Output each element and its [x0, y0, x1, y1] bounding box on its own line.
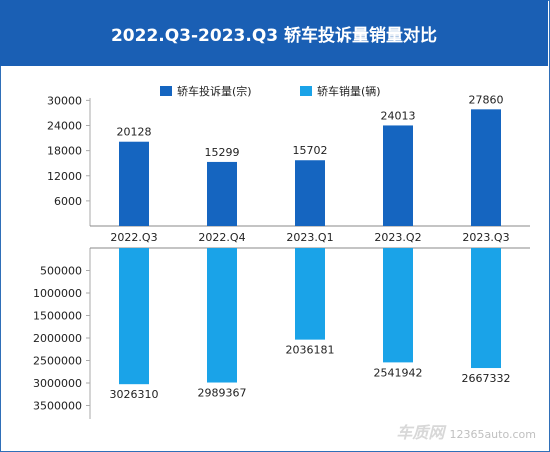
bottom-tick-label: 3500000	[33, 400, 82, 413]
bottom-tick-label: 1000000	[33, 287, 82, 300]
sales-bar	[207, 248, 237, 383]
top-tick-label: 12000	[47, 170, 82, 183]
sales-value-label: 3026310	[110, 388, 159, 401]
legend-label-sales: 轿车销量(辆)	[317, 84, 381, 98]
category-label: 2023.Q3	[462, 231, 509, 244]
bottom-tick-label: 2000000	[33, 332, 82, 345]
top-tick-label: 30000	[47, 94, 82, 107]
category-label: 2022.Q3	[110, 231, 157, 244]
legend-label-complaints: 轿车投诉量(宗)	[177, 84, 252, 98]
category-label: 2023.Q1	[286, 231, 333, 244]
sales-bar	[471, 248, 501, 369]
top-tick-label: 18000	[47, 145, 82, 158]
top-tick-label: 24000	[47, 120, 82, 133]
complaint-value-label: 27860	[469, 93, 504, 106]
bottom-tick-label: 2500000	[33, 355, 82, 368]
complaint-bar	[295, 160, 325, 226]
complaint-bar	[383, 125, 413, 226]
sales-bar	[295, 248, 325, 340]
sales-bar	[383, 248, 413, 363]
complaint-bars: 20128 15299 15702 24013 27860	[117, 93, 504, 226]
chart-area: 轿车投诉量(宗) 轿车销量(辆) 6000 12000 18000 24000 3000…	[33, 84, 530, 419]
bottom-y-ticks: 500000 1000000 1500000 2000000 2500000 300000…	[33, 265, 90, 413]
complaint-bar	[471, 109, 501, 226]
complaint-bar	[207, 161, 237, 226]
complaint-bar	[119, 141, 149, 226]
bottom-tick-label: 500000	[40, 265, 82, 278]
watermark-brand: 车质网	[396, 423, 445, 442]
chart-header: 2022.Q3-2023.Q3 轿车投诉量销量对比	[0, 0, 548, 66]
category-label: 2022.Q4	[198, 231, 245, 244]
chart-title: 2022.Q3-2023.Q3 轿车投诉量销量对比	[110, 25, 438, 46]
bottom-tick-label: 1500000	[33, 310, 82, 323]
legend-swatch-sales	[300, 86, 312, 96]
sales-value-label: 2541942	[374, 366, 423, 379]
top-tick-label: 6000	[54, 195, 82, 208]
watermark-url: 12365auto.com	[449, 428, 536, 441]
category-labels: 2022.Q3 2022.Q4 2023.Q1 2023.Q2 2023.Q3	[110, 231, 509, 244]
complaint-value-label: 15299	[205, 146, 240, 159]
complaint-value-label: 20128	[117, 126, 152, 139]
legend-swatch-complaints	[160, 86, 172, 96]
bottom-tick-label: 3000000	[33, 377, 82, 390]
category-label: 2023.Q2	[374, 231, 421, 244]
sales-value-label: 2667332	[462, 372, 511, 385]
top-y-ticks: 6000 12000 18000 24000 30000	[47, 94, 90, 208]
complaint-value-label: 24013	[381, 109, 416, 122]
complaint-value-label: 15702	[293, 144, 328, 157]
legend: 轿车投诉量(宗) 轿车销量(辆)	[160, 84, 381, 98]
sales-bars: 3026310 2989367 2036181 2541942 2667332	[110, 248, 511, 401]
watermark: 车质网 12365auto.com	[396, 419, 536, 443]
sales-value-label: 2036181	[286, 344, 335, 357]
sales-value-label: 2989367	[198, 387, 247, 400]
sales-bar	[119, 248, 149, 385]
